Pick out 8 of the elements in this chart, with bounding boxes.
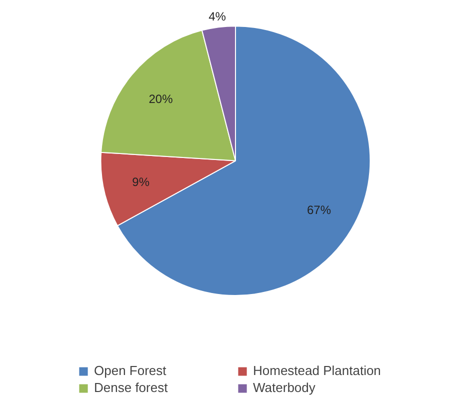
data-label: 4%: [208, 9, 226, 24]
legend-label: Open Forest: [94, 363, 168, 378]
legend-label: Waterbody: [253, 380, 316, 395]
data-label: 67%: [306, 203, 332, 218]
legend-label: Homestead Plantation: [253, 363, 382, 378]
data-label: 20%: [148, 92, 174, 106]
legend-label: Dense forest: [94, 380, 169, 395]
data-label: 9%: [132, 174, 150, 189]
